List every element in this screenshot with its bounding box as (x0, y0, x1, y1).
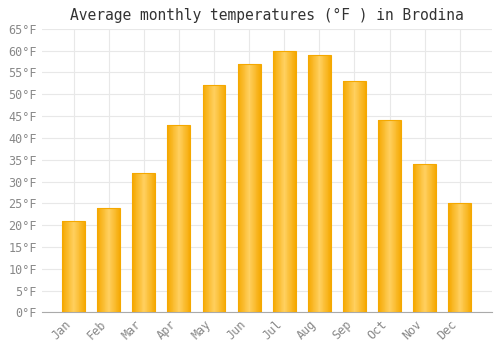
Bar (168, 125, 190, 313)
Bar (343, 81, 366, 313)
Bar (308, 55, 331, 313)
Bar (132, 173, 155, 313)
Bar (238, 64, 260, 313)
Bar (273, 50, 295, 313)
Bar (98, 208, 120, 313)
Title: Average monthly temperatures (°F ) in Brodina: Average monthly temperatures (°F ) in Br… (70, 8, 464, 23)
Bar (378, 120, 401, 313)
Bar (62, 221, 85, 313)
Bar (414, 164, 436, 313)
Bar (448, 203, 471, 313)
Bar (202, 85, 226, 313)
